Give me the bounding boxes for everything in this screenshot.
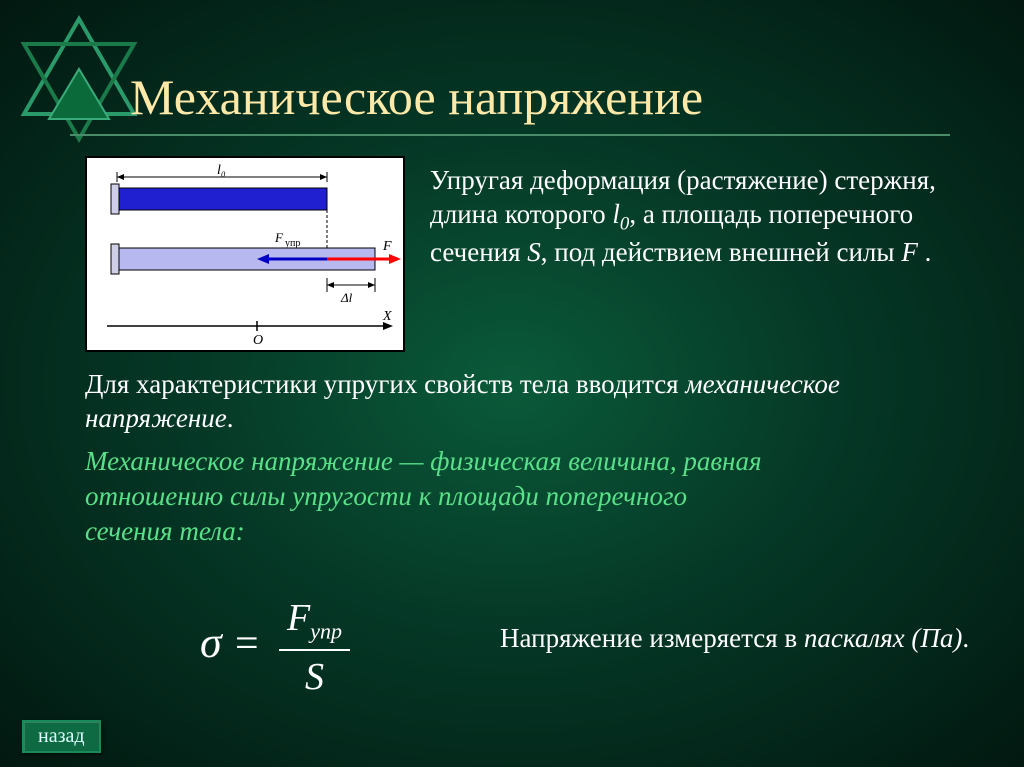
formula-num-F: F — [287, 597, 310, 639]
formula-sigma: σ — [200, 618, 222, 667]
deformation-diagram: l₀ F⃗ упр F⃗ Δl O X⃗ — [85, 156, 405, 352]
svg-text:F⃗: F⃗ — [382, 239, 402, 254]
p2-text-c: . — [227, 403, 234, 433]
svg-text:l₀: l₀ — [217, 163, 226, 178]
svg-text:O: O — [253, 333, 263, 348]
formula-num-sub: упр — [310, 619, 342, 644]
p4-text-c: . — [962, 623, 969, 653]
formula-den: S — [279, 651, 350, 699]
slide-title: Механическое напряжение — [130, 68, 703, 126]
svg-text:Δl: Δl — [340, 290, 353, 305]
p1-S: S — [527, 237, 541, 267]
back-button[interactable]: назад — [22, 720, 101, 753]
paragraph-1: Упругая деформация (растяжение) стержня,… — [430, 164, 965, 270]
p4-text-a: Напряжение измеряется в — [500, 623, 804, 653]
p2-text-a: Для характеристики упругих свойств тела … — [85, 369, 685, 399]
p1-text-c: , под действием внешней силы — [541, 237, 902, 267]
stress-formula: σ = Fупр S — [200, 596, 350, 699]
paragraph-2: Для характеристики упругих свойств тела … — [85, 368, 965, 436]
p1-text-d: . — [918, 237, 932, 267]
p1-0: 0 — [620, 213, 629, 234]
decorative-triangle — [14, 14, 144, 144]
paragraph-4: Напряжение измеряется в паскалях (Па). — [500, 622, 970, 656]
p4-text-b: паскалях (Па) — [804, 623, 962, 653]
paragraph-3-definition: Механическое напряжение — физическая вел… — [85, 444, 765, 549]
p1-F: F — [901, 237, 918, 267]
title-underline — [70, 134, 950, 136]
svg-text:упр: упр — [285, 238, 300, 249]
p1-l: l — [612, 199, 620, 229]
formula-eq: = — [222, 621, 271, 667]
svg-text:X⃗: X⃗ — [382, 309, 402, 324]
formula-fraction: Fупр S — [279, 596, 350, 699]
